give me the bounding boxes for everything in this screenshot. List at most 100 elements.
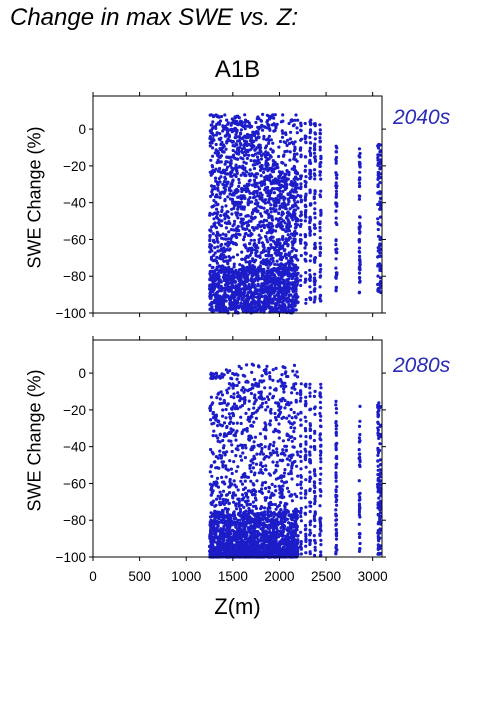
scatter-point bbox=[295, 391, 299, 395]
scatter-point bbox=[228, 161, 232, 165]
scatter-point bbox=[212, 114, 216, 118]
scatter-point bbox=[233, 126, 237, 130]
scatter-point bbox=[267, 472, 271, 476]
scatter-point bbox=[226, 195, 230, 199]
scatter-point bbox=[212, 217, 216, 221]
scatter-point bbox=[264, 253, 268, 258]
scatter-point bbox=[219, 243, 223, 248]
scatter-point bbox=[264, 163, 268, 167]
scatter-point bbox=[216, 115, 220, 119]
scatter-point bbox=[212, 184, 216, 189]
scatter-point bbox=[242, 267, 246, 271]
scatter-point bbox=[245, 214, 249, 218]
scatter-point bbox=[312, 151, 317, 155]
scatter-point bbox=[313, 242, 317, 246]
scatter-point bbox=[270, 222, 274, 226]
scatter-point bbox=[245, 285, 249, 289]
scatter-point bbox=[213, 211, 217, 215]
scatter-point bbox=[296, 258, 300, 262]
scatter-point bbox=[252, 267, 256, 271]
scatter-point bbox=[357, 271, 362, 275]
scatter-point bbox=[209, 296, 213, 300]
scatter-point bbox=[313, 281, 317, 285]
scatter-point bbox=[286, 210, 290, 214]
scatter-point bbox=[303, 155, 307, 159]
scatter-point bbox=[235, 128, 239, 133]
scatter-point bbox=[308, 128, 313, 132]
scatter-point bbox=[239, 479, 243, 483]
scatter-point bbox=[274, 201, 278, 205]
scatter-point bbox=[308, 168, 312, 172]
scatter-point bbox=[227, 133, 231, 137]
scatter-point bbox=[261, 244, 265, 248]
scatter-point bbox=[231, 414, 235, 418]
scatter-point bbox=[225, 388, 229, 392]
scatter-point bbox=[262, 248, 266, 252]
scatter-point bbox=[208, 272, 212, 276]
scatter-point bbox=[308, 203, 312, 207]
scatter-point bbox=[299, 233, 303, 237]
scatter-point bbox=[217, 420, 221, 424]
scatter-point bbox=[251, 500, 255, 504]
scatter-point bbox=[215, 261, 219, 265]
scatter-point bbox=[241, 151, 245, 155]
y-tick-label: −60 bbox=[63, 232, 86, 247]
scatter-point bbox=[215, 265, 220, 269]
scatter-point bbox=[259, 157, 264, 161]
scatter-point bbox=[240, 307, 244, 311]
scatter-point bbox=[258, 148, 262, 152]
scatter-point bbox=[286, 138, 290, 142]
scatter-point bbox=[232, 479, 236, 483]
scatter-point bbox=[304, 193, 308, 198]
scatter-point bbox=[271, 256, 275, 260]
scatter-point bbox=[274, 469, 278, 473]
scatter-point bbox=[262, 270, 266, 275]
scatter-point bbox=[269, 210, 273, 214]
scatter-point bbox=[239, 156, 243, 160]
scatter-point bbox=[208, 250, 212, 254]
scatter-point bbox=[260, 164, 264, 168]
scatter-point bbox=[252, 228, 256, 232]
scatter-point bbox=[243, 120, 247, 124]
scatter-point bbox=[248, 234, 252, 238]
scatter-point bbox=[313, 288, 317, 292]
scatter-point bbox=[236, 272, 240, 276]
scatter-point bbox=[318, 285, 322, 289]
scatter-point bbox=[273, 411, 277, 416]
scatter-point bbox=[264, 153, 268, 157]
scatter-point bbox=[280, 213, 284, 217]
scatter-point bbox=[281, 448, 285, 452]
scatter-point bbox=[266, 276, 270, 280]
scatter-point bbox=[230, 443, 234, 447]
scatter-point bbox=[280, 170, 284, 174]
scatter-point bbox=[235, 169, 239, 173]
scatter-point bbox=[214, 215, 219, 219]
scatter-point bbox=[232, 460, 236, 464]
scatter-point bbox=[287, 199, 291, 203]
scatter-point bbox=[289, 130, 293, 134]
scatter-point bbox=[282, 198, 286, 202]
scatter-point bbox=[247, 419, 252, 423]
scatter-point bbox=[228, 369, 232, 373]
scatter-point bbox=[240, 388, 244, 392]
scatter-point bbox=[227, 485, 231, 489]
scatter-point bbox=[334, 181, 338, 185]
scatter-point bbox=[318, 170, 323, 174]
scatter-points-2080s bbox=[208, 362, 383, 559]
scatter-point bbox=[284, 271, 288, 275]
scatter-point bbox=[287, 472, 291, 476]
scatter-point bbox=[251, 302, 255, 306]
scatter-point bbox=[211, 282, 215, 286]
scatter-point bbox=[245, 227, 249, 231]
scatter-point bbox=[259, 146, 263, 150]
scatter-point bbox=[357, 197, 361, 201]
scatter-point bbox=[219, 175, 223, 179]
scatter-point bbox=[255, 155, 260, 159]
scatter-point bbox=[303, 246, 307, 250]
scatter-point bbox=[285, 169, 289, 173]
scatter-point bbox=[280, 373, 284, 377]
scatter-point bbox=[247, 121, 251, 125]
scatter-point bbox=[268, 175, 272, 179]
scatter-point bbox=[308, 273, 312, 277]
scatter-point bbox=[236, 488, 240, 492]
